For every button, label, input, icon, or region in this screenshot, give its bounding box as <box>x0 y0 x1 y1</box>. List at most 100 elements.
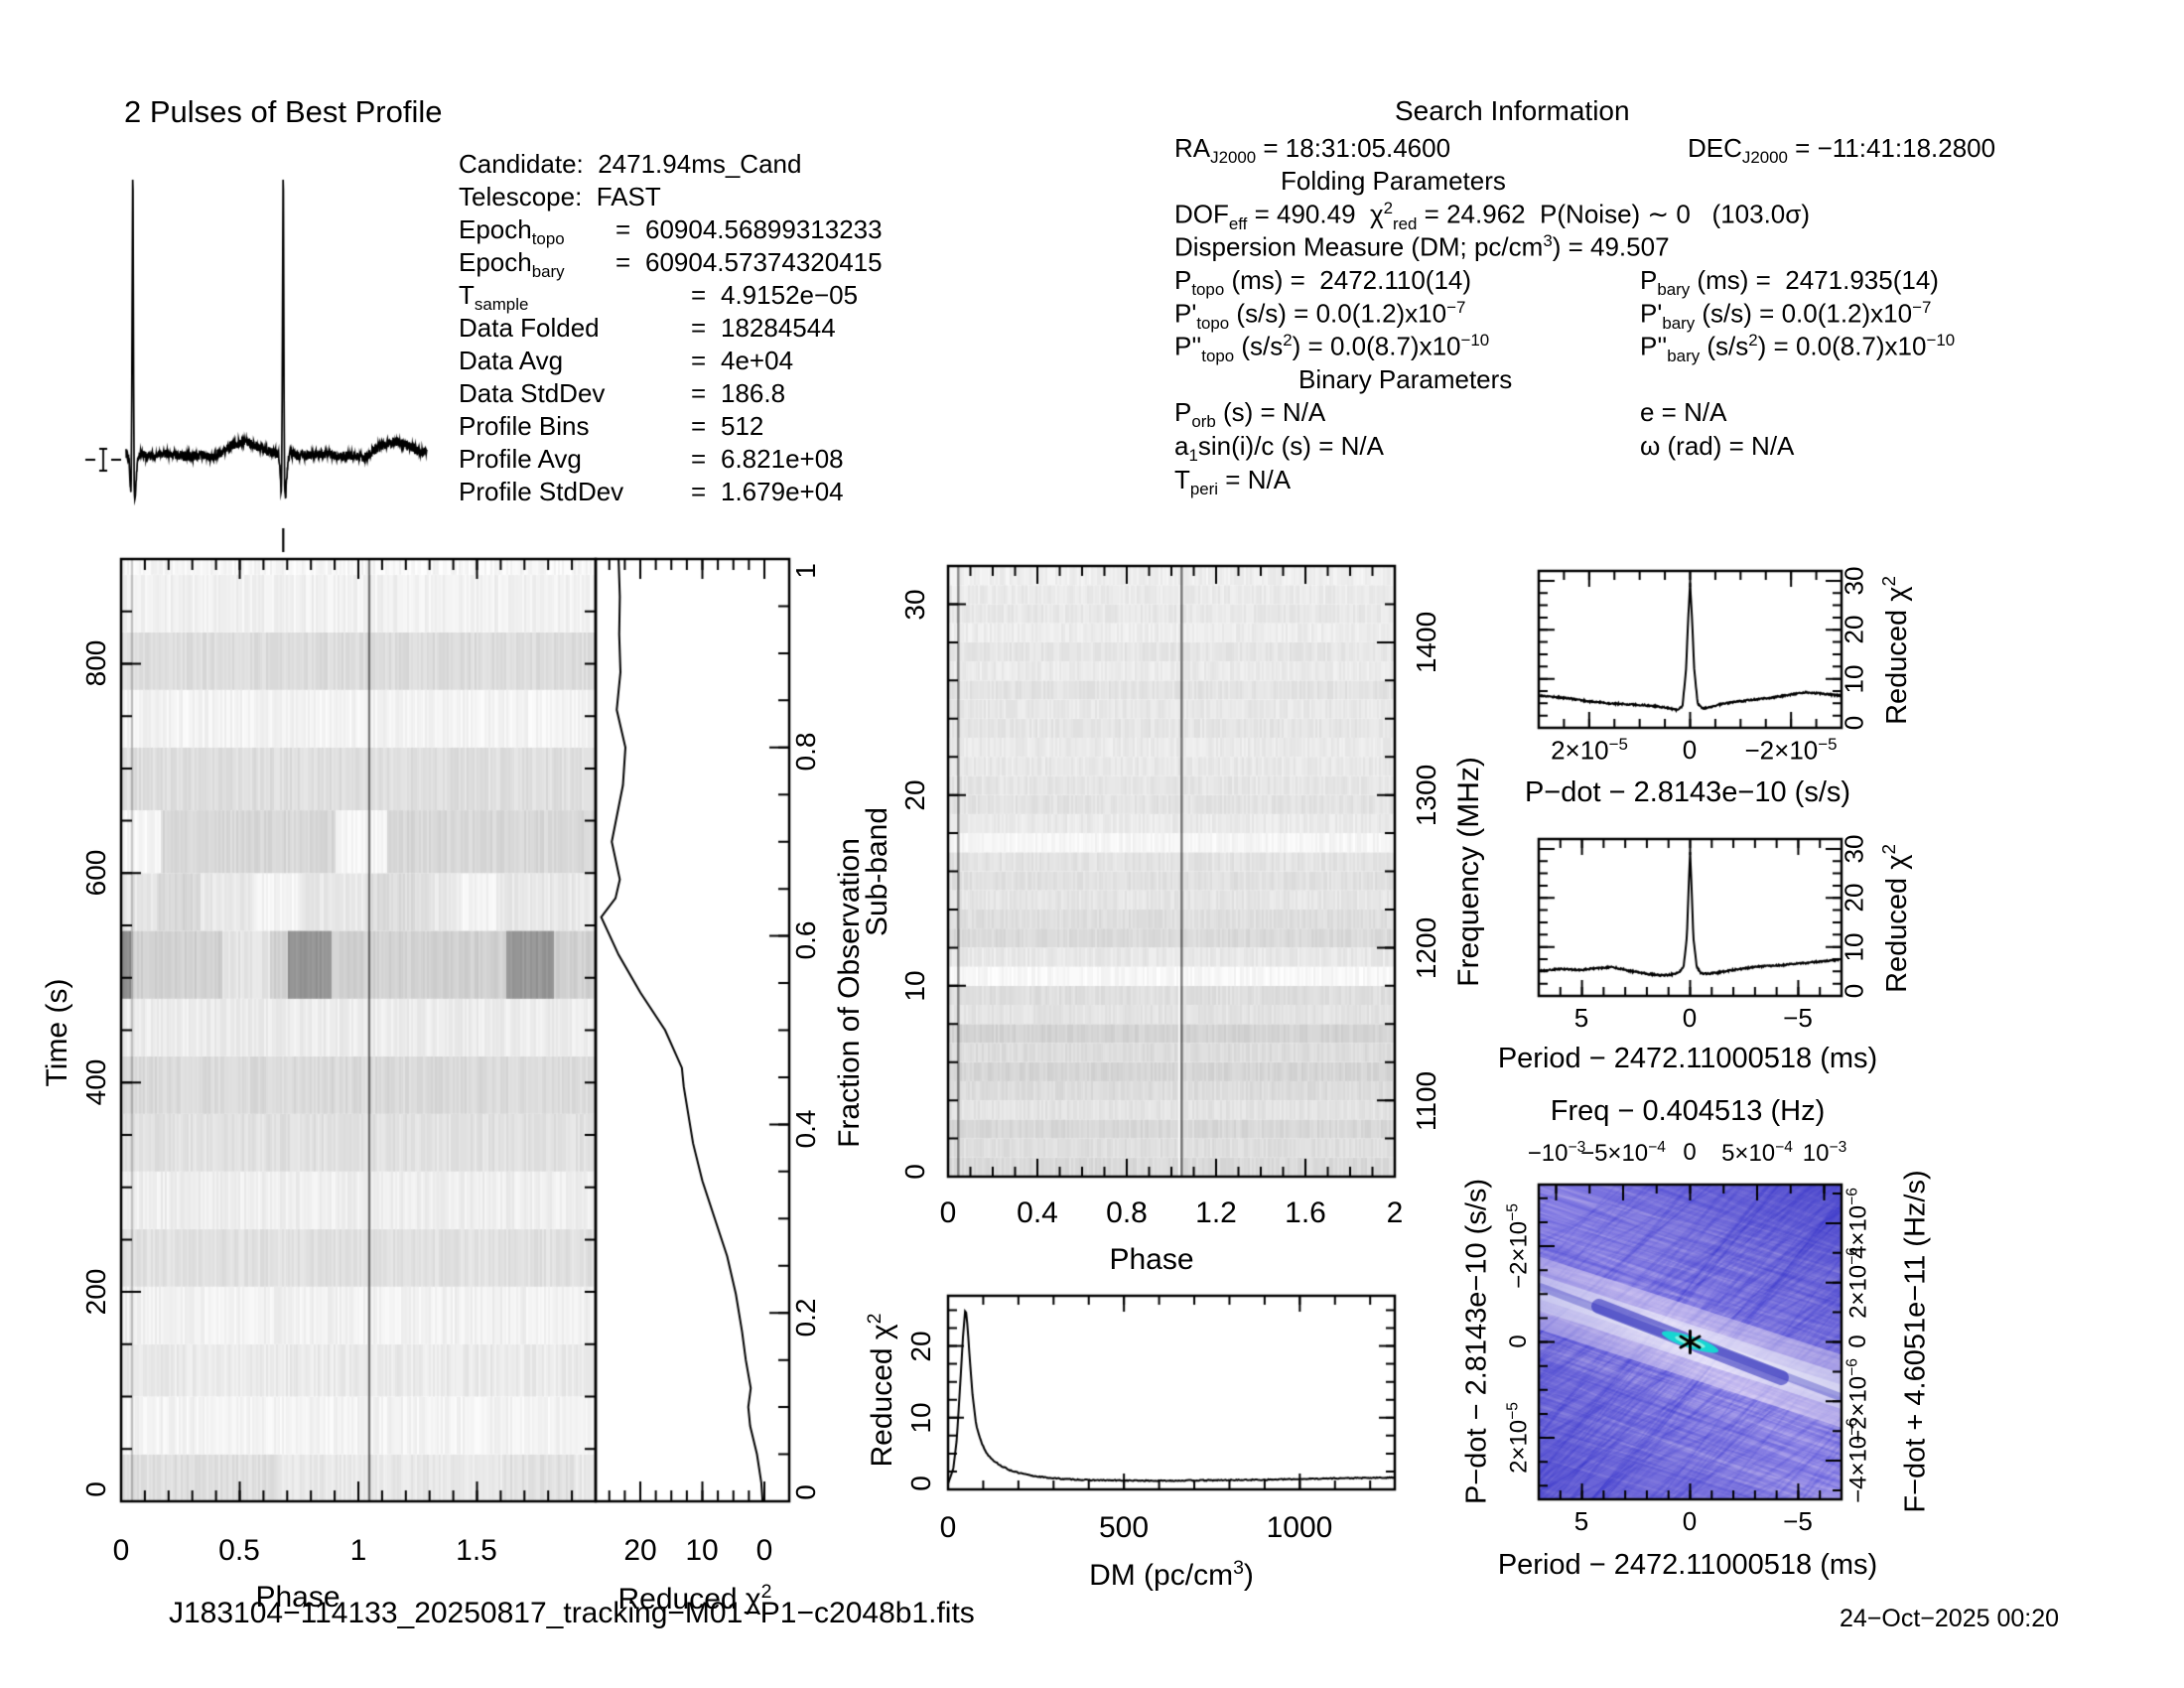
fraction-tick-06: 0.6 <box>790 920 821 960</box>
pddot-bary-value: P''bary (s/s2) = 0.0(8.7)x10−10 <box>1640 331 1956 365</box>
pdot-bary-value: P'bary (s/s) = 0.0(1.2)x10−7 <box>1640 298 1932 333</box>
binary-parameters-header: Binary Parameters <box>1298 364 1513 394</box>
info-line-tsample: Tsample = 4.9152e−05 <box>459 280 859 315</box>
dm-axis-label: DM (pc/cm3) <box>1089 1557 1254 1592</box>
tp-phase-tick-15: 1.5 <box>456 1534 497 1567</box>
pdot-xtick-neg: −2×10−5 <box>1744 735 1838 766</box>
freq-tick-1200: 1200 <box>1411 916 1441 980</box>
dm-ytick-20: 20 <box>905 1331 936 1362</box>
chi2-tick-10: 10 <box>685 1534 719 1567</box>
tp-phase-tick-0: 0 <box>112 1534 130 1567</box>
time-tick-400: 400 <box>80 1058 111 1106</box>
map-left-tick-0: 0 <box>1505 1335 1532 1348</box>
pddot-topo-value: P''topo (s/s2) = 0.0(8.7)x10−10 <box>1174 331 1490 365</box>
map-pdot-axis-label: P−dot − 2.8143e−10 (s/s) <box>1460 1178 1493 1505</box>
pdot-xtick-pos: 2×10−5 <box>1551 735 1628 766</box>
freq-tick-1300: 1300 <box>1411 764 1441 827</box>
map-top-tick-1e3: 10−3 <box>1802 1139 1847 1167</box>
dm-ytick-10: 10 <box>905 1402 936 1434</box>
asini-value: a1sin(i)/c (s) = N/A <box>1174 431 1384 466</box>
period-xtick-0: 0 <box>1682 1003 1698 1033</box>
freq-tick-1400: 1400 <box>1411 611 1441 674</box>
search-info-block: Search Information RAJ2000 = 18:31:05.46… <box>1171 95 2035 502</box>
info-line-profile-bins: Profile Bins = 512 <box>459 411 764 441</box>
time-tick-600: 600 <box>80 849 111 897</box>
dof-chi2-pnoise-line: DOFeff = 490.49 χ2red = 24.962 P(Noise) … <box>1174 199 1810 233</box>
period-ytick-20: 20 <box>1839 883 1869 913</box>
subband-tick-20: 20 <box>899 779 930 811</box>
omega-value: ω (rad) = N/A <box>1640 431 1795 461</box>
info-line-profile-stddev: Profile StdDev = 1.679e+04 <box>459 477 844 506</box>
dm-chi2-plot <box>948 1296 1395 1489</box>
map-top-tick-5e4: 5×10−4 <box>1721 1139 1793 1167</box>
p-topo-value: Ptopo (ms) = 2472.110(14) <box>1174 265 1472 300</box>
pdot-chi2-plot <box>1539 571 1842 728</box>
dm-chi2-axis-label: Reduced χ2 <box>864 1313 898 1468</box>
map-left-tick-2e5: 2×10−5 <box>1504 1402 1533 1474</box>
period-xtick-5: 5 <box>1573 1003 1589 1033</box>
period-ytick-10: 10 <box>1839 932 1869 962</box>
folding-parameters-header: Folding Parameters <box>1281 166 1506 196</box>
fraction-tick-02: 0.2 <box>790 1298 821 1337</box>
info-line-epoch-topo: Epochtopo = 60904.56899313233 <box>459 214 883 249</box>
pdot-xtick-0: 0 <box>1682 735 1698 765</box>
candidate-info-block: Candidate: 2471.94ms_Cand Telescope: FAS… <box>459 149 1015 509</box>
map-xtick-neg5: −5 <box>1783 1506 1813 1536</box>
info-line-telescope: Telescope: FAST <box>459 182 661 211</box>
frequency-axis-label: Frequency (MHz) <box>1452 757 1485 987</box>
time-tick-800: 800 <box>80 639 111 687</box>
tp-phase-axis-label: Phase <box>255 1581 341 1614</box>
dm-xtick-500: 500 <box>1098 1511 1150 1544</box>
map-xtick-0: 0 <box>1682 1506 1698 1536</box>
chi2-fraction-panel <box>596 559 789 1501</box>
sb-phase-tick-16: 1.6 <box>1285 1196 1326 1229</box>
map-left-tick-neg2e5: −2×10−5 <box>1504 1203 1533 1289</box>
dispersion-measure-line: Dispersion Measure (DM; pc/cm3) = 49.507 <box>1174 231 1670 262</box>
time-tick-200: 200 <box>80 1268 111 1316</box>
search-info-title: Search Information <box>1395 95 1630 126</box>
map-period-axis-label: Period − 2472.11000518 (ms) <box>1497 1549 1878 1581</box>
source-filename: J183104−114133_20250817_tracking−M01−P1−… <box>169 1597 975 1629</box>
subband-phase-heatmap <box>948 566 1395 1177</box>
pdot-topo-value: P'topo (s/s) = 0.0(1.2)x10−7 <box>1174 298 1466 333</box>
pdot-chi2-axis-label: Reduced χ2 <box>1878 576 1913 725</box>
subband-tick-0: 0 <box>899 1164 930 1180</box>
info-line-profile-avg: Profile Avg = 6.821e+08 <box>459 444 844 474</box>
ra-value: RAJ2000 = 18:31:05.4600 <box>1174 133 1451 168</box>
time-phase-heatmap <box>121 559 596 1501</box>
period-ytick-30: 30 <box>1839 834 1869 864</box>
pdot-ytick-20: 20 <box>1839 615 1869 644</box>
pdot-axis-label: P−dot − 2.8143e−10 (s/s) <box>1524 776 1851 808</box>
chi2-tick-20: 20 <box>623 1534 657 1567</box>
info-line-epoch-bary: Epochbary = 60904.57374320415 <box>459 247 883 282</box>
map-right-tick-neg4e6: −4×10−6 <box>1843 1418 1872 1503</box>
fraction-tick-04: 0.4 <box>790 1109 821 1149</box>
map-right-tick-2e6: 2×10−6 <box>1843 1247 1872 1319</box>
tp-phase-tick-1: 1 <box>349 1534 367 1567</box>
sb-phase-tick-12: 1.2 <box>1195 1196 1237 1229</box>
tp-phase-tick-05: 0.5 <box>218 1534 260 1567</box>
pdot-ytick-0: 0 <box>1839 715 1869 731</box>
period-axis-label: Period − 2472.11000518 (ms) <box>1497 1043 1878 1074</box>
pdot-ytick-30: 30 <box>1839 566 1869 596</box>
info-line-data-stddev: Data StdDev = 186.8 <box>459 378 786 408</box>
info-line-data-avg: Data Avg = 4e+04 <box>459 346 794 375</box>
dm-xtick-1000: 1000 <box>1266 1511 1333 1544</box>
sb-phase-tick-0: 0 <box>939 1196 957 1229</box>
period-ytick-0: 0 <box>1839 983 1869 999</box>
map-right-tick-0: 0 <box>1844 1335 1871 1348</box>
dec-value: DECJ2000 = −11:41:18.2800 <box>1688 133 1996 168</box>
sb-phase-tick-2: 2 <box>1386 1196 1404 1229</box>
dm-ytick-0: 0 <box>905 1476 936 1491</box>
fraction-tick-08: 0.8 <box>790 732 821 772</box>
eccentricity-value: e = N/A <box>1640 397 1727 427</box>
map-top-tick-0: 0 <box>1683 1139 1697 1166</box>
sb-phase-tick-04: 0.4 <box>1017 1196 1058 1229</box>
map-top-tick-neg5e4: −5×10−4 <box>1580 1139 1666 1167</box>
map-title: Freq − 0.404513 (Hz) <box>1550 1095 1826 1127</box>
subband-axis-label: Sub-band <box>861 806 893 937</box>
sb-phase-tick-08: 0.8 <box>1106 1196 1148 1229</box>
sb-phase-axis-label: Phase <box>1109 1243 1194 1276</box>
subband-tick-30: 30 <box>899 589 930 621</box>
